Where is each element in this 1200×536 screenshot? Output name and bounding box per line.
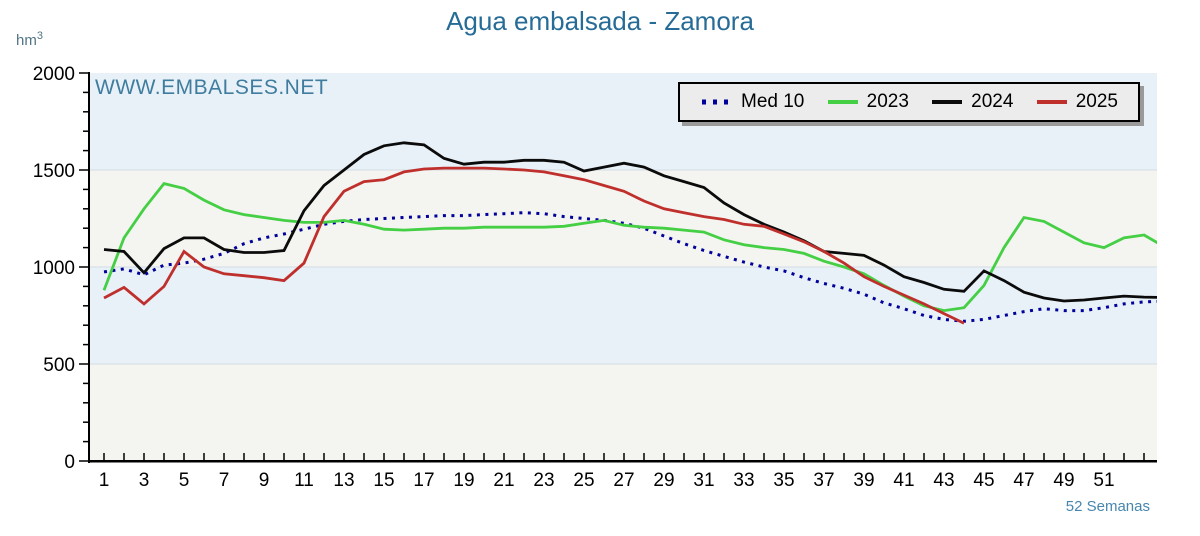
plot-band <box>89 364 1157 461</box>
watermark: WWW.EMBALSES.NET <box>95 76 329 99</box>
legend-item-2023: 2023 <box>826 91 909 113</box>
x-tick-label: 21 <box>493 470 514 491</box>
x-tick-label: 37 <box>813 470 834 491</box>
legend-label: 2024 <box>971 91 1014 112</box>
legend: Med 10 2023 2024 2025 <box>678 82 1140 122</box>
x-tick-label: 51 <box>1093 470 1114 491</box>
x-tick-label: 13 <box>333 470 354 491</box>
x-tick-label: 7 <box>219 470 230 491</box>
series-line-2025 <box>103 166 965 325</box>
x-tick-label: 3 <box>139 470 150 491</box>
x-axis-note: 52 Semanas <box>1065 498 1150 515</box>
y-tick-label: 500 <box>43 355 75 376</box>
plot-band <box>89 267 1157 364</box>
y-tick-label: 0 <box>64 452 75 473</box>
y-axis-line <box>88 72 90 463</box>
y-tick-label: 1500 <box>33 161 75 182</box>
x-tick-label: 39 <box>853 470 874 491</box>
legend-marker-dotted-line-icon <box>702 99 732 105</box>
x-axis-line <box>88 460 1157 463</box>
page-title: Agua embalsada - Zamora <box>446 6 754 36</box>
x-tick-label: 29 <box>653 470 674 491</box>
legend-marker-solid-line-icon <box>827 100 858 104</box>
legend-item-2025: 2025 <box>1035 91 1118 113</box>
x-tick-label: 31 <box>693 470 714 491</box>
x-tick-label: 35 <box>773 470 794 491</box>
legend-marker-solid-line-icon <box>932 100 963 104</box>
legend-item-2024: 2024 <box>930 91 1013 113</box>
x-tick-label: 5 <box>179 470 190 491</box>
series-line-2023 <box>102 182 1157 313</box>
x-tick-label: 1 <box>99 470 110 491</box>
y-tick-label: 2000 <box>33 64 75 85</box>
x-tick-label: 45 <box>973 470 994 491</box>
x-tick-label: 9 <box>259 470 270 491</box>
series-line-2024 <box>103 141 1157 303</box>
x-tick-label: 33 <box>733 470 754 491</box>
x-tick-label: 47 <box>1013 470 1034 491</box>
legend-label: 2025 <box>1075 91 1118 112</box>
x-tick-label: 15 <box>373 470 394 491</box>
legend-label: Med 10 <box>741 91 805 112</box>
legend-marker-solid-line-icon <box>1036 100 1067 104</box>
legend-item-med-10: Med 10 <box>700 91 804 113</box>
x-tick-label: 27 <box>613 470 634 491</box>
x-tick-label: 11 <box>294 470 314 491</box>
x-tick-label: 25 <box>573 470 594 491</box>
y-tick-label: 1000 <box>33 258 75 279</box>
x-tick-label: 19 <box>453 470 474 491</box>
y-axis-unit: hm3 <box>16 30 43 49</box>
x-tick-label: 41 <box>893 470 914 491</box>
x-tick-label: 49 <box>1053 470 1074 491</box>
x-tick-label: 43 <box>933 470 954 491</box>
x-tick-label: 23 <box>533 470 554 491</box>
legend-label: 2023 <box>866 91 909 112</box>
x-tick-label: 17 <box>413 470 434 491</box>
